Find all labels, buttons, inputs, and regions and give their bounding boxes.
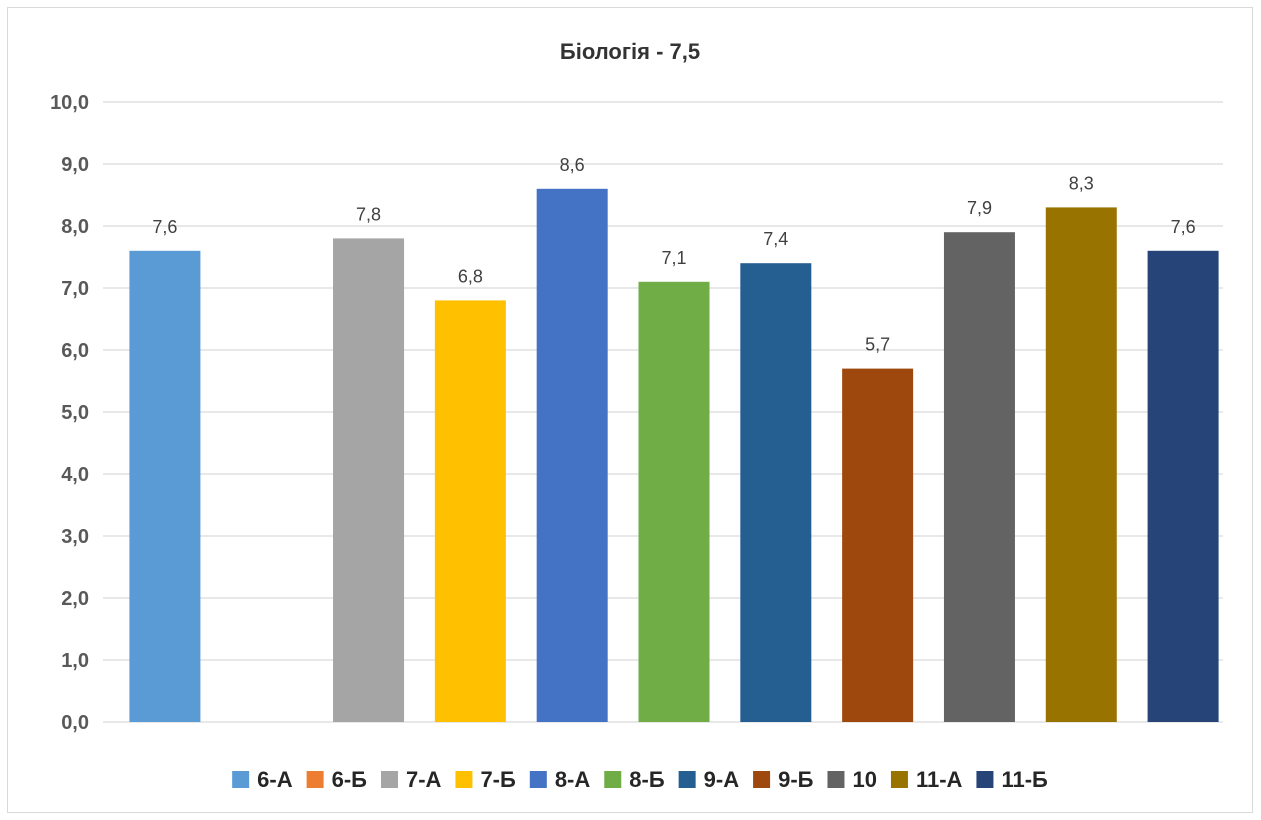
legend-label: 10 (852, 767, 876, 792)
legend-swatch (890, 771, 908, 788)
data-label: 5,7 (865, 335, 890, 355)
legend-label: 9-А (704, 767, 740, 792)
gridlines (103, 101, 1223, 723)
chart-frame (7, 7, 1253, 813)
y-tick-label: 0,0 (61, 712, 89, 734)
y-tick-label: 8,0 (61, 216, 89, 238)
y-tick-label: 3,0 (61, 526, 89, 548)
y-axis-ticks: 0,0 1,0 2,0 3,0 4,0 5,0 6,0 7,0 8,0 9,0 10,0 (50, 92, 89, 734)
y-tick-label: 10,0 (50, 92, 89, 114)
bar-9-Б (842, 368, 914, 722)
bar-7-Б (434, 300, 506, 722)
legend-swatch (678, 771, 696, 788)
data-label: 7,6 (1171, 217, 1196, 237)
legend-label: 7-А (406, 767, 442, 792)
data-label: 6,8 (458, 266, 483, 286)
legend-swatch (604, 771, 622, 788)
legend-swatch (753, 771, 771, 788)
legend-swatch (827, 771, 845, 788)
legend-swatch (306, 771, 324, 788)
legend-label: 6-Б (332, 767, 368, 792)
bar-8-А (536, 188, 608, 723)
legend-swatch (529, 771, 547, 788)
legend-swatch (455, 771, 473, 788)
data-label: 8,6 (560, 155, 585, 175)
bar-11-Б (1147, 250, 1219, 723)
bar-8-Б (638, 281, 710, 722)
legend-swatch (976, 771, 994, 788)
legend-label: 6-А (257, 767, 293, 792)
data-label: 8,3 (1069, 173, 1094, 193)
bar-6-А (129, 250, 201, 723)
y-tick-label: 9,0 (61, 154, 89, 176)
y-tick-label: 1,0 (61, 650, 89, 672)
data-labels: 7,6 7,8 6,8 8,6 7,1 7,4 5,7 7,9 8,3 7,6 (152, 155, 1195, 355)
legend-swatch (232, 771, 250, 788)
legend-label: 8-Б (629, 767, 665, 792)
data-label: 7,8 (356, 204, 381, 224)
y-tick-label: 7,0 (61, 278, 89, 300)
chart-title: Біологія - 7,5 (560, 39, 700, 64)
data-label: 7,4 (763, 229, 788, 249)
y-tick-label: 4,0 (61, 464, 89, 486)
data-label: 7,1 (661, 248, 686, 268)
y-tick-label: 2,0 (61, 588, 89, 610)
legend-label: 8-А (555, 767, 591, 792)
legend: 6-А 6-Б 7-А 7-Б 8-А 8-Б 9-А 9-Б 10 11-А 11-Б (232, 767, 1048, 792)
bar-7-А (333, 238, 405, 722)
y-tick-label: 6,0 (61, 340, 89, 362)
legend-label: 11-Б (1001, 767, 1048, 792)
legend-swatch (380, 771, 398, 788)
bar-9-А (740, 263, 812, 722)
bar-10 (943, 232, 1015, 722)
legend-label: 11-А (916, 767, 963, 792)
data-label: 7,6 (152, 217, 177, 237)
data-label: 7,9 (967, 198, 992, 218)
bars (129, 188, 1219, 723)
legend-label: 9-Б (778, 767, 814, 792)
y-tick-label: 5,0 (61, 402, 89, 424)
legend-label: 7-Б (480, 767, 516, 792)
bar-11-А (1045, 207, 1117, 722)
